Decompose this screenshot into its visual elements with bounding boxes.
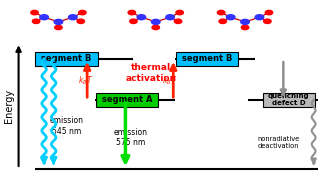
Text: quenching
defect D: quenching defect D [268,93,310,106]
Circle shape [264,19,271,23]
Text: $k_B T$: $k_B T$ [162,74,178,87]
Circle shape [130,19,137,23]
Circle shape [226,15,235,20]
Text: emission
575 nm: emission 575 nm [113,128,147,147]
Circle shape [241,25,249,30]
Text: emission
545 nm: emission 545 nm [49,116,83,136]
Circle shape [152,25,160,30]
Circle shape [128,10,136,15]
Circle shape [241,19,249,24]
Circle shape [255,15,264,20]
FancyBboxPatch shape [36,52,98,66]
Text: segment B: segment B [182,54,232,64]
Circle shape [176,10,183,15]
Circle shape [31,10,38,15]
Text: segment A: segment A [102,95,152,104]
Circle shape [40,15,48,20]
Circle shape [68,15,77,20]
Circle shape [265,10,273,15]
Text: Energy: Energy [4,89,14,123]
Circle shape [151,19,160,24]
FancyBboxPatch shape [96,93,158,107]
Text: nonradiative
deactivation: nonradiative deactivation [257,136,300,149]
Circle shape [32,19,40,23]
Circle shape [137,15,146,20]
Circle shape [78,10,86,15]
Circle shape [77,19,85,23]
Circle shape [217,10,225,15]
Circle shape [54,19,63,24]
FancyBboxPatch shape [176,52,238,66]
Circle shape [174,19,182,23]
Text: $k_B T$: $k_B T$ [78,74,93,87]
FancyBboxPatch shape [263,93,315,107]
Circle shape [55,25,62,30]
Text: thermal
activation: thermal activation [125,63,176,83]
Text: segment B: segment B [41,54,92,64]
Circle shape [166,15,174,20]
Circle shape [219,19,226,23]
